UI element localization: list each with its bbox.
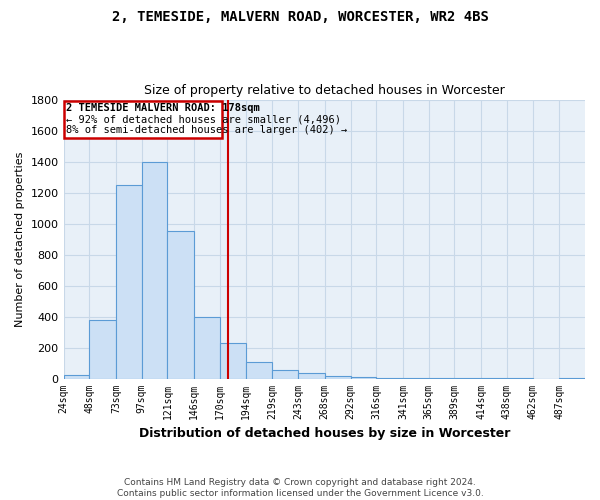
Bar — [272, 370, 298, 378]
Bar — [89, 320, 116, 378]
Text: 8% of semi-detached houses are larger (402) →: 8% of semi-detached houses are larger (4… — [66, 126, 347, 136]
X-axis label: Distribution of detached houses by size in Worcester: Distribution of detached houses by size … — [139, 427, 510, 440]
Bar — [64, 374, 89, 378]
Text: 2, TEMESIDE, MALVERN ROAD, WORCESTER, WR2 4BS: 2, TEMESIDE, MALVERN ROAD, WORCESTER, WR… — [112, 10, 488, 24]
Bar — [194, 316, 220, 378]
Bar — [116, 185, 142, 378]
Text: ← 92% of detached houses are smaller (4,496): ← 92% of detached houses are smaller (4,… — [66, 114, 341, 124]
Text: Contains HM Land Registry data © Crown copyright and database right 2024.
Contai: Contains HM Land Registry data © Crown c… — [116, 478, 484, 498]
Title: Size of property relative to detached houses in Worcester: Size of property relative to detached ho… — [144, 84, 505, 97]
Bar — [298, 373, 325, 378]
Y-axis label: Number of detached properties: Number of detached properties — [15, 152, 25, 326]
Bar — [167, 232, 194, 378]
Text: 2 TEMESIDE MALVERN ROAD: 178sqm: 2 TEMESIDE MALVERN ROAD: 178sqm — [66, 102, 260, 113]
Bar — [325, 376, 350, 378]
Bar — [220, 343, 245, 378]
FancyBboxPatch shape — [64, 101, 222, 138]
Bar — [245, 362, 272, 378]
Bar — [142, 162, 167, 378]
